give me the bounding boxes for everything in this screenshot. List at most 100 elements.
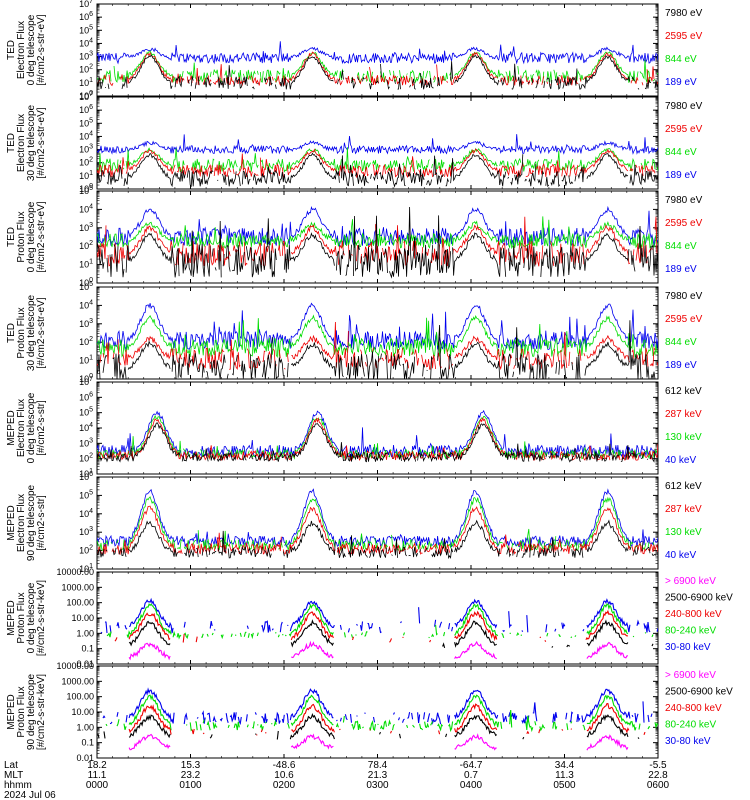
y-tick-label: 102 [79,64,93,75]
y-axis-label: MEPEDProton Flux90 deg telescope[#/cm2-s… [6,673,47,750]
series-line-green [97,147,658,174]
legend-entry: 287 keV [665,504,702,515]
y-tick-label: 105 [79,24,93,35]
y-tick-label: 102 [79,545,93,556]
time-axis-value: 34.4 [555,760,575,771]
time-axis-value: 23.2 [181,770,201,781]
series-line-red [97,416,658,462]
y-tick-label: 100 [79,373,93,384]
legend-entry: 80-240 keV [665,720,716,731]
series-line-blue [97,488,658,548]
plot-frame [96,476,659,570]
y-tick-label: 106 [79,391,93,402]
series-line-green [97,216,658,250]
legend-entry: 189 eV [665,77,697,88]
series-line-green [105,694,658,733]
y-axis-label: TEDElectron Flux30 deg telescope[#/cm2-s… [6,104,47,181]
y-tick-label: 105 [79,407,93,418]
legend-entry: > 6900 keV [665,576,716,587]
y-axis-label: MEPEDElectron Flux90 deg telescope[#/cm2… [6,484,47,561]
y-tick-label: 101 [79,259,93,270]
series-line-black [97,206,658,279]
legend-entry: 2595 eV [665,218,703,229]
time-axis: Lat 18.2 15.3 -48.6 78.4 -64.7 34.4 -5.5 MLT 11.1… [4,760,670,800]
legend-entry: 844 eV [665,54,697,65]
time-axis-value: 10.6 [274,770,294,781]
series-line-red [115,611,640,642]
legend-entry: 189 eV [665,264,697,275]
time-axis-value: 0500 [553,780,576,791]
time-axis-value: 15.3 [181,760,201,771]
y-tick-label: 10000.00 [56,661,94,671]
time-axis-value: 78.4 [368,760,388,771]
y-tick-label: 103 [79,144,93,155]
series-line-magenta [128,733,629,751]
y-axis-label: MEPEDElectron Flux0 deg telescope[#/cm2-… [6,392,47,463]
legend-entry: 2500-6900 keV [665,593,733,604]
legend-entry: 844 eV [665,337,697,348]
series-line-blue [97,409,658,459]
time-axis-value: 22.8 [648,770,668,781]
panel-8: 0.01 0.1 1.00 10.00 100.00 1000.00 10000.00 MEP… [6,661,733,763]
y-tick-label: 104 [79,37,93,48]
legend-entry: 189 eV [665,170,697,181]
y-tick-label: 104 [79,299,93,310]
series-line-black [97,713,640,740]
y-tick-label: 101 [79,170,93,181]
y-tick-label: 0.1 [81,738,94,748]
time-axis-row-label: MLT [4,770,23,781]
series-line-red [97,321,658,371]
plot-frame [96,286,659,380]
legend-entry: 7980 eV [665,101,703,112]
series-line-magenta [128,640,629,661]
y-tick-label: 10000.00 [56,567,94,577]
series-line-black [97,320,657,379]
y-tick-label: 106 [79,11,93,22]
y-tick-label: 104 [79,508,93,519]
y-tick-label: 1000.00 [61,582,94,592]
time-axis-value: 0000 [86,780,109,791]
legend-entry: 130 keV [665,432,702,443]
legend-entry: 2500-6900 keV [665,687,733,698]
panel-1: 100 101 102 103 104 105 106 107 TEDElectron Flux… [6,0,703,101]
plot-frame [96,3,659,97]
series-line-blue [97,134,658,155]
legend-entry: 7980 eV [665,291,703,302]
y-tick-label: 106 [79,104,93,115]
y-tick-label: 1000.00 [61,676,94,686]
y-tick-label: 0.1 [81,644,94,654]
legend-entry: > 6900 keV [665,670,716,681]
time-axis-value: 0600 [647,780,670,791]
series-line-blue [100,597,658,634]
series-line-black [128,619,654,649]
y-tick-label: 100 [79,90,93,101]
legend-entry: 287 keV [665,409,702,420]
series-line-blue [97,41,658,65]
y-tick-label: 101 [79,355,93,366]
time-axis-value: 0300 [366,780,389,791]
series-line-blue [97,205,658,248]
series-line-blue [103,689,658,724]
y-axis-label: TEDProton Flux0 deg telescope[#/cm2-s-st… [6,201,47,272]
legend-entry: 7980 eV [665,195,703,206]
series-line-black [97,54,658,90]
y-tick-label: 104 [79,130,93,141]
legend-entry: 240-800 keV [665,609,722,620]
legend-entry: 40 keV [665,550,696,561]
y-tick-label: 101 [79,468,93,479]
panel-7: 0.01 0.1 1.00 10.00 100.00 1000.00 10000.00 MEP… [6,567,733,669]
panel-4: 100 101 102 103 104 105 TEDProton Flux30 deg t… [6,281,703,384]
y-tick-label: 103 [79,318,93,329]
y-tick-label: 102 [79,240,93,251]
panel-3: 100 101 102 103 104 105 TEDProton Flux0 deg te… [6,185,703,288]
legend-entry: 612 keV [665,386,702,397]
legend-entry: 7980 eV [665,8,703,19]
y-tick-label: 107 [79,376,93,387]
y-tick-label: 101 [79,563,93,574]
y-tick-label: 107 [79,91,93,102]
time-axis-value: 21.3 [368,770,388,781]
time-axis-row-label: hhmm [4,780,32,791]
time-axis-value: 11.3 [555,770,574,781]
y-tick-label: 100.00 [66,598,94,608]
legend-entry: 40 keV [665,455,696,466]
